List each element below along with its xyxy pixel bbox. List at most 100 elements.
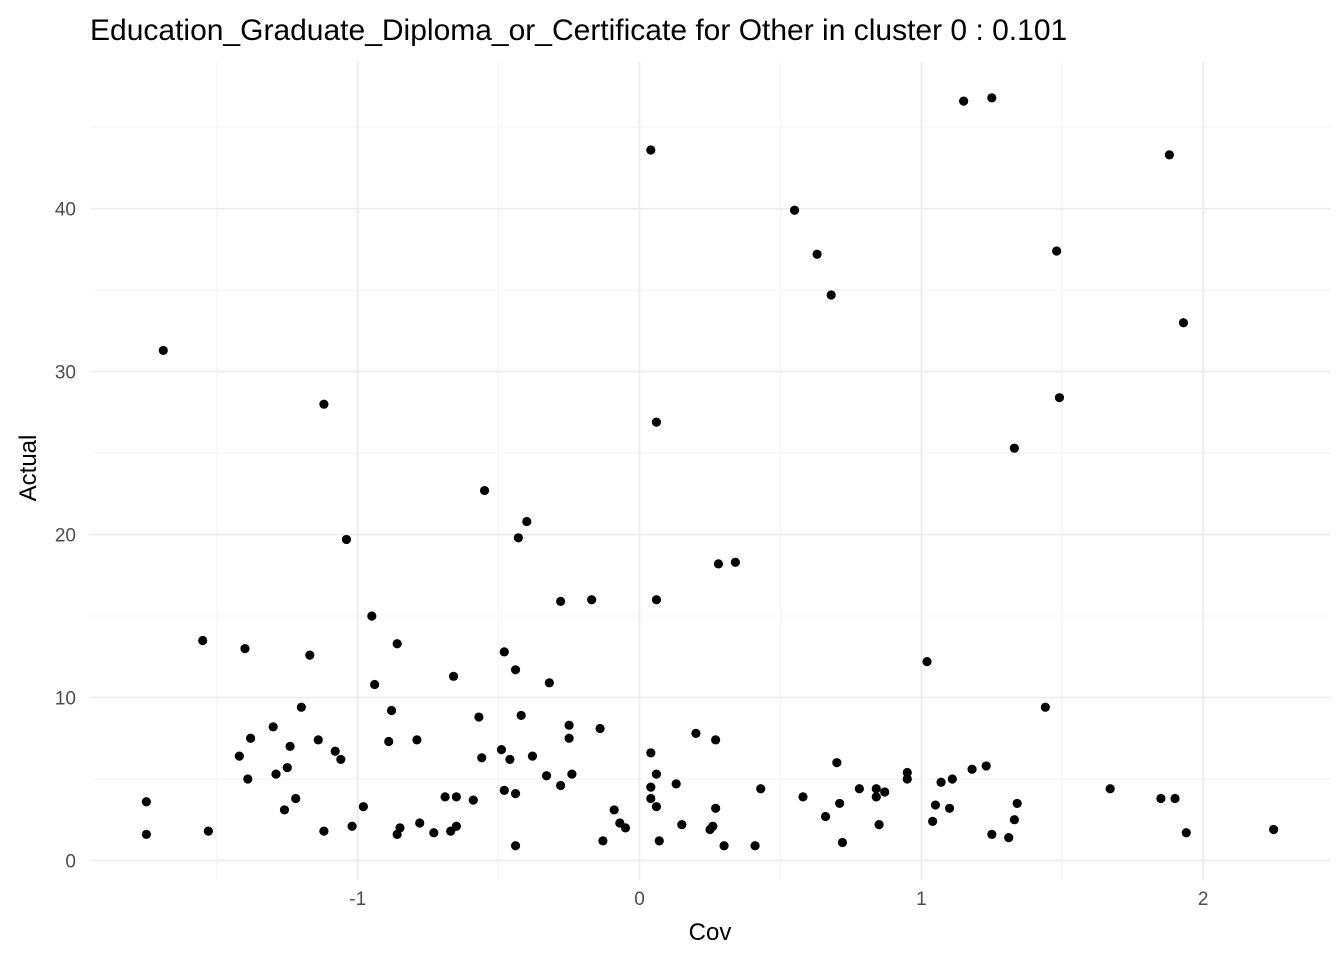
data-point xyxy=(522,516,532,527)
data-point xyxy=(646,145,656,155)
data-point xyxy=(285,741,295,751)
y-tick-label: 20 xyxy=(55,526,76,547)
data-point xyxy=(959,96,969,106)
data-point xyxy=(415,818,425,828)
y-axis-label: Actual xyxy=(15,435,42,502)
data-point xyxy=(141,829,151,839)
data-point xyxy=(448,671,459,681)
data-point xyxy=(902,774,912,784)
data-point xyxy=(880,787,890,797)
data-point xyxy=(651,595,662,605)
data-point xyxy=(243,774,253,784)
data-point xyxy=(789,205,800,215)
data-point xyxy=(384,736,394,747)
data-point xyxy=(412,735,422,745)
data-point xyxy=(496,745,507,755)
data-point xyxy=(513,533,523,543)
data-point xyxy=(336,754,346,765)
data-point xyxy=(198,635,208,646)
data-point xyxy=(1105,784,1115,794)
data-point xyxy=(556,780,566,791)
data-point xyxy=(1040,702,1050,712)
data-point xyxy=(564,733,574,743)
data-point xyxy=(527,751,538,761)
data-point xyxy=(240,644,250,654)
data-point xyxy=(871,784,881,794)
data-point xyxy=(141,797,151,807)
data-point xyxy=(319,399,329,409)
data-point xyxy=(510,665,521,675)
data-point xyxy=(730,557,740,567)
data-point xyxy=(711,735,721,745)
data-point xyxy=(271,769,281,779)
data-point xyxy=(474,712,484,722)
data-points xyxy=(141,93,1279,851)
data-point xyxy=(691,728,701,738)
data-point xyxy=(440,792,450,802)
data-point xyxy=(429,828,439,838)
data-point xyxy=(835,798,845,809)
data-point xyxy=(358,802,368,812)
data-point xyxy=(987,93,997,103)
y-tick-label: 40 xyxy=(55,200,76,221)
data-point xyxy=(1009,443,1019,453)
data-point xyxy=(1054,393,1065,403)
y-tick-label: 10 xyxy=(55,688,76,709)
data-point xyxy=(347,821,357,831)
x-axis-ticks: -1 0 1 2 xyxy=(349,889,1208,910)
data-point xyxy=(646,782,656,792)
data-point xyxy=(516,710,526,721)
data-point xyxy=(837,837,848,848)
x-tick-label: 1 xyxy=(916,889,927,910)
data-point xyxy=(330,746,340,756)
data-point xyxy=(319,826,329,836)
data-point xyxy=(479,485,490,496)
data-point xyxy=(544,678,554,688)
x-tick-label: 0 xyxy=(634,889,645,910)
data-point xyxy=(1181,828,1191,838)
data-point xyxy=(671,779,681,789)
y-tick-label: 0 xyxy=(65,851,76,872)
data-point xyxy=(812,249,822,259)
data-point xyxy=(587,595,597,605)
data-point xyxy=(305,650,315,660)
data-point xyxy=(556,596,566,606)
minor-gridlines xyxy=(90,62,1330,880)
data-point xyxy=(826,290,836,300)
data-point xyxy=(505,754,515,765)
data-point xyxy=(981,761,991,771)
data-point xyxy=(609,805,619,815)
data-point xyxy=(750,841,760,851)
x-tick-label: -1 xyxy=(349,889,366,910)
data-point xyxy=(646,748,656,758)
data-point xyxy=(928,816,938,826)
chart-title: Education_Graduate_Diploma_or_Certificat… xyxy=(90,14,1067,47)
data-point xyxy=(987,829,997,839)
data-point xyxy=(1178,318,1189,328)
data-point xyxy=(367,611,377,621)
data-point xyxy=(395,823,405,833)
data-point xyxy=(871,792,881,802)
data-point xyxy=(510,841,521,851)
data-point xyxy=(541,771,552,781)
data-point xyxy=(1269,824,1279,835)
data-point xyxy=(510,789,521,799)
data-point xyxy=(1012,798,1022,809)
data-point xyxy=(279,805,290,815)
data-point xyxy=(296,702,306,712)
data-point xyxy=(341,534,352,545)
data-point xyxy=(711,803,721,813)
data-point xyxy=(1164,150,1174,160)
data-point xyxy=(203,826,213,836)
data-point xyxy=(468,795,478,805)
data-point xyxy=(832,758,842,768)
x-tick-label: 2 xyxy=(1198,889,1209,910)
data-point xyxy=(651,802,662,812)
data-point xyxy=(967,764,977,774)
data-point xyxy=(820,811,831,822)
data-point xyxy=(246,733,256,743)
data-point xyxy=(854,784,864,794)
data-point xyxy=(282,762,292,773)
data-point xyxy=(370,679,380,690)
